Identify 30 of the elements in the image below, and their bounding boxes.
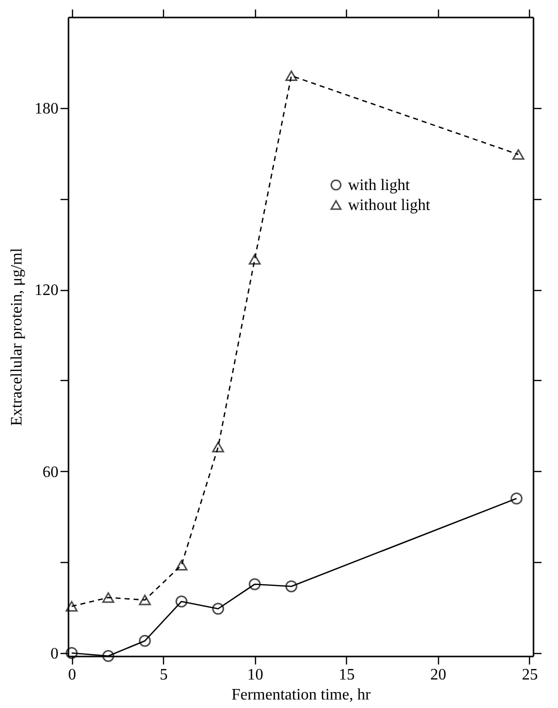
point [102, 592, 114, 603]
x-tick-label: 25 [522, 666, 538, 684]
legend-label: without light [348, 197, 431, 214]
y-tick-label: 120 [34, 282, 58, 300]
point [212, 442, 224, 452]
x-axis-title: Fermentation time, hr [231, 686, 372, 704]
y-axis-title: Extracellular protein, μg/ml [8, 248, 26, 426]
point [66, 601, 78, 612]
x-tick-label: 10 [247, 666, 264, 684]
x-tick-label: 0 [68, 666, 76, 684]
point [102, 650, 114, 662]
point [248, 578, 261, 590]
x-tick-label: 15 [338, 666, 355, 684]
y-tick-label: 180 [34, 100, 58, 118]
point [212, 602, 224, 615]
point [66, 646, 78, 659]
y-tick-label: 60 [42, 464, 58, 481]
x-tick-label: 20 [430, 666, 446, 684]
x-tick-label: 5 [160, 666, 168, 684]
y-tick-label: 0 [50, 645, 58, 662]
point [285, 70, 298, 82]
point [176, 596, 188, 608]
point [176, 560, 188, 570]
point [285, 580, 298, 592]
point [138, 594, 151, 606]
point [510, 492, 523, 505]
point [512, 149, 524, 160]
point [248, 254, 261, 265]
legend-label: with light [348, 177, 410, 194]
point [138, 634, 151, 647]
